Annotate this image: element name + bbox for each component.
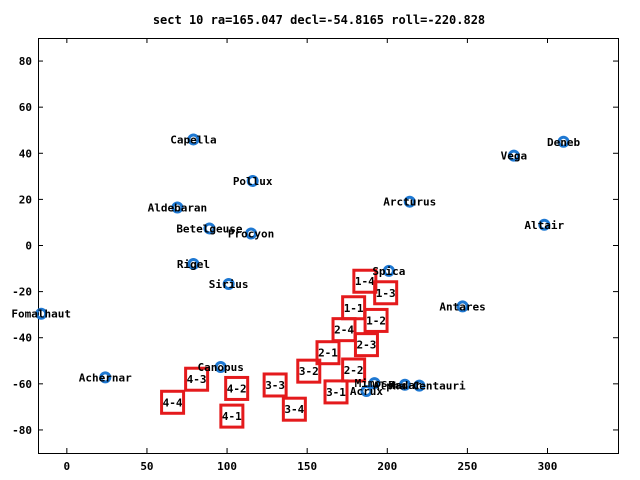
x-tick-label: 300 [538, 460, 558, 473]
x-tick-label: 50 [140, 460, 153, 473]
y-tick-label: 60 [19, 101, 32, 114]
star-label: Aldebaran [148, 201, 208, 214]
y-tick-label: -80 [12, 424, 32, 437]
star-label: Arcturus [383, 196, 436, 209]
star-label: Acrux [350, 385, 383, 398]
star-point [368, 377, 381, 390]
axis-ticks: 0 50 100 150 200 250 300 -80 -60 -40 -20 0 20 40 60 80 [12, 38, 618, 473]
sector-box [341, 357, 367, 383]
sector-label: 1-2 [366, 314, 386, 327]
star-label: Sirius [209, 278, 249, 291]
sector-box [353, 332, 379, 358]
star-point [214, 361, 227, 374]
star-label: Pollux [233, 175, 273, 188]
y-tick-label: -20 [12, 286, 32, 299]
star-label: Alpha Centauri [373, 380, 466, 393]
star-point [507, 149, 520, 162]
y-tick-label: 80 [19, 55, 32, 68]
sector-box [315, 340, 341, 366]
star-label: Deneb [547, 136, 580, 149]
sector-label: 2-2 [344, 364, 364, 377]
star-point [538, 218, 551, 231]
star-label: Rigel [177, 258, 210, 271]
star-points: Capella Deneb Vega Pollux Aldebaran Arcturus A… [11, 133, 580, 398]
sector-box [323, 379, 349, 405]
sector-box [224, 375, 250, 401]
star-label: Fomalhaut [11, 308, 71, 321]
sector-label: 3-4 [284, 403, 304, 416]
x-tick-label: 200 [377, 460, 397, 473]
sector-box [296, 358, 322, 384]
sector-box [262, 372, 288, 398]
star-point [222, 278, 235, 291]
star-point [456, 300, 469, 313]
star-point [99, 371, 112, 384]
y-tick-label: 40 [19, 147, 32, 160]
star-label: Capella [170, 133, 216, 146]
star-label: Canopus [197, 361, 243, 374]
star-point [187, 133, 200, 146]
sector-label: 2-4 [334, 324, 354, 337]
sector-label: 4-1 [222, 410, 242, 423]
sector-box [373, 280, 399, 306]
sector-label: 1-1 [344, 302, 364, 315]
star-point [203, 222, 216, 235]
sector-box [160, 389, 186, 415]
star-label: Betelgeuse [176, 222, 243, 235]
sector-box [184, 366, 210, 392]
star-point [245, 227, 258, 240]
sector-label: 3-1 [326, 386, 346, 399]
star-point [171, 201, 184, 214]
sector-box [281, 396, 307, 422]
star-point [403, 195, 416, 208]
x-tick-label: 250 [457, 460, 477, 473]
star-point [413, 379, 426, 392]
y-tick-label: -60 [12, 378, 32, 391]
star-label: Vega [501, 150, 528, 163]
x-tick-label: 0 [64, 460, 71, 473]
chart-title: sect 10 ra=165.047 decl=-54.8165 roll=-2… [153, 13, 485, 27]
star-label: Spica [372, 265, 405, 278]
sector-label: 2-3 [357, 339, 377, 352]
sector-label: 4-2 [227, 382, 247, 395]
star-point [382, 264, 395, 277]
star-point [557, 135, 570, 148]
sector-label: 2-1 [318, 347, 338, 360]
sector-label: 4-4 [163, 396, 183, 409]
sector-box [331, 317, 357, 343]
sector-label: 1-3 [376, 287, 396, 300]
star-point [360, 384, 373, 397]
sector-box [363, 307, 389, 333]
y-tick-label: 20 [19, 193, 32, 206]
x-tick-label: 100 [217, 460, 237, 473]
star-label: Achernar [79, 371, 132, 384]
sector-label: 4-3 [187, 373, 207, 386]
star-point [398, 378, 411, 391]
star-label: Hadar [388, 379, 421, 392]
star-label: Procyon [228, 228, 274, 241]
star-point [35, 307, 48, 320]
star-point [187, 257, 200, 270]
sector-label: 3-2 [299, 365, 319, 378]
x-tick-label: 150 [297, 460, 317, 473]
y-tick-label: 0 [25, 240, 32, 253]
sector-boxes: 1-41-3 1-11-2 2-42-3 2-1 2-2 3-2 3-3 3-1 4-3 4-2 4… [160, 268, 399, 429]
star-label: Altair [524, 219, 564, 232]
star-label: Antares [439, 300, 485, 313]
star-point [246, 174, 259, 187]
sector-label: 3-3 [265, 379, 285, 392]
sector-label: 1-4 [355, 275, 375, 288]
star-label: Mimosa [355, 377, 395, 390]
y-tick-label: -40 [12, 332, 32, 345]
sector-box [219, 403, 245, 429]
